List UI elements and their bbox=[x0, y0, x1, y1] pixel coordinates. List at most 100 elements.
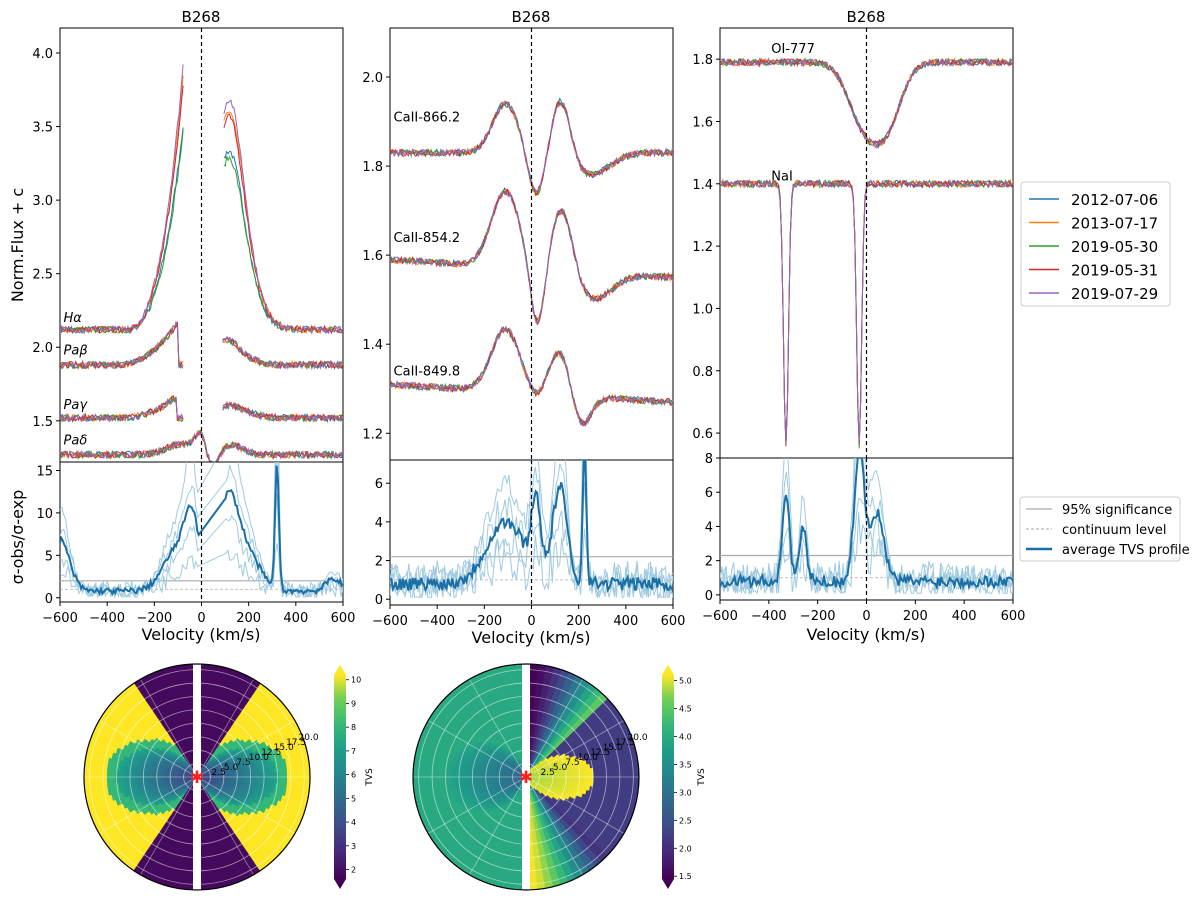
spectrum-line-H-2019-07-29 bbox=[60, 64, 184, 334]
spectrum-line-Pa-2019-07-29 bbox=[222, 336, 343, 371]
left-bottom-ytick-label: 0 bbox=[45, 592, 53, 607]
mid-bottom-ytick-label: 2 bbox=[375, 555, 383, 570]
right-bottom-ytick-label: 8 bbox=[705, 452, 713, 467]
left-top-ytick-label: 3.5 bbox=[32, 121, 53, 136]
left-bottom-xtick-label: 400 bbox=[283, 611, 308, 626]
right-bottom-xtick-label: 200 bbox=[903, 609, 928, 624]
polar-cell bbox=[145, 776, 150, 781]
left-bottom-tvs-series bbox=[60, 462, 343, 599]
line-label-CaII8542: CaII-854.2 bbox=[394, 231, 461, 246]
plot-layer: 1.52.02.53.03.54.0HαPaβPaγPaδ051015−600−… bbox=[32, 27, 1026, 629]
spectrum-line-CaII8498-2019-07-29 bbox=[390, 326, 673, 427]
left-bottom-ytick-label: 15 bbox=[36, 464, 53, 479]
polar-cell bbox=[137, 776, 141, 782]
line-label-H: Hα bbox=[64, 311, 83, 326]
legend-label-continuum: continuum level bbox=[1062, 523, 1166, 538]
polar-cell bbox=[244, 776, 249, 781]
mid-bottom-xtick-label: −600 bbox=[372, 614, 408, 629]
spectrum-line-Pa-2013-07-17 bbox=[222, 400, 343, 423]
line-label-Pa: Paγ bbox=[64, 398, 89, 413]
polar-cell bbox=[151, 773, 156, 778]
left-panel-title: B268 bbox=[182, 8, 221, 26]
left-bottom-ytick-label: 10 bbox=[36, 507, 53, 522]
left-bottom-ylabel: σ-obs/σ-exp bbox=[8, 490, 27, 585]
polar-cell bbox=[264, 771, 268, 778]
spectrum-line-CaII8542-2019-07-29 bbox=[390, 190, 673, 326]
date-legend: 2012-07-062013-07-172019-05-302019-05-31… bbox=[1020, 181, 1171, 307]
mid-bottom-xtick-label: 0 bbox=[527, 614, 535, 629]
left-xlabel: Velocity (km/s) bbox=[142, 625, 261, 644]
spectrum-line-OI777-2013-07-17 bbox=[720, 57, 1013, 148]
right-top-ytick-label: 1.0 bbox=[692, 302, 713, 317]
polar-cell bbox=[255, 772, 260, 778]
polar-cell bbox=[126, 771, 130, 778]
mid-bottom-xtick-label: 400 bbox=[613, 614, 638, 629]
legend-label-2013-07-17: 2013-07-17 bbox=[1071, 215, 1158, 233]
right-bottom-xtick-label: 0 bbox=[862, 609, 870, 624]
legend-label-2019-05-30: 2019-05-30 bbox=[1071, 238, 1158, 256]
polar-cell bbox=[267, 771, 271, 778]
polar-cell bbox=[253, 772, 257, 778]
right-top-ytick-label: 0.8 bbox=[692, 365, 713, 380]
line-label-NaI: NaI bbox=[771, 170, 793, 185]
right-bottom-xtick-label: 600 bbox=[1001, 609, 1026, 624]
right-top-ytick-label: 1.6 bbox=[692, 115, 713, 130]
polar-cell bbox=[255, 776, 260, 782]
right-xlabel: Velocity (km/s) bbox=[807, 625, 926, 644]
polar-cell bbox=[267, 776, 271, 783]
spectrum-line-Pa-2019-07-29 bbox=[60, 398, 184, 423]
spectrum-line-H-2013-07-17 bbox=[60, 75, 184, 334]
line-label-CaII8662: CaII-866.2 bbox=[394, 111, 461, 126]
spectrum-line-Pa-2019-07-29 bbox=[60, 320, 184, 369]
left-top-ytick-label: 3.0 bbox=[32, 194, 53, 209]
star-marker-icon: ✱ bbox=[190, 768, 204, 788]
spectrum-line-H-2013-07-17 bbox=[223, 111, 343, 335]
mid-bottom-ytick-label: 6 bbox=[375, 477, 383, 492]
mid-panel-title: B268 bbox=[512, 8, 551, 26]
left-top-series bbox=[60, 64, 343, 462]
polar-cell bbox=[137, 772, 141, 778]
polar-cell bbox=[233, 776, 237, 781]
right-top-ytick-label: 0.6 bbox=[692, 427, 713, 442]
line-label-CaII8498: CaII-849.8 bbox=[394, 364, 461, 379]
right-bottom-xtick-label: −200 bbox=[800, 609, 836, 624]
line-label-Pa: Paβ bbox=[64, 344, 88, 359]
spectrum-line-OI777-2019-07-29 bbox=[720, 56, 1013, 150]
polar-cell bbox=[238, 773, 243, 778]
left-top-ytick-label: 1.5 bbox=[32, 415, 53, 430]
right-bottom-xtick-label: −600 bbox=[702, 609, 738, 624]
polar-cell bbox=[157, 773, 161, 778]
polar-1-map bbox=[84, 664, 310, 890]
mid-top-ytick-label: 1.2 bbox=[362, 427, 383, 442]
mid-bottom-xtick-label: 600 bbox=[661, 614, 686, 629]
left-bottom-ytick-label: 5 bbox=[45, 549, 53, 564]
polar-cell bbox=[253, 776, 257, 782]
left-top-ytick-label: 2.0 bbox=[32, 341, 53, 356]
polar-cell bbox=[145, 773, 150, 778]
legend-label-2019-05-31: 2019-05-31 bbox=[1071, 262, 1158, 280]
polar-cell bbox=[238, 776, 243, 781]
polar-radial-tick: 20.0 bbox=[299, 733, 319, 743]
mid-xlabel: Velocity (km/s) bbox=[472, 628, 591, 647]
polar-cell bbox=[244, 773, 249, 778]
polar-cell bbox=[151, 776, 156, 781]
right-top-ytick-label: 1.8 bbox=[692, 53, 713, 68]
right-bottom-ytick-label: 2 bbox=[705, 555, 713, 570]
left-bottom-xtick-label: −400 bbox=[89, 611, 125, 626]
left-top-ytick-label: 4.0 bbox=[32, 47, 53, 62]
mid-bottom-xtick-label: 200 bbox=[566, 614, 591, 629]
polar-cell bbox=[241, 776, 246, 781]
left-bottom-xtick-label: 0 bbox=[197, 611, 205, 626]
mid-top-ytick-label: 1.6 bbox=[362, 249, 383, 264]
polar-layer: 2.55.07.510.012.515.017.520.0✱ 2.55.07.51… bbox=[83, 663, 648, 891]
spectrum-line-Pa-2019-07-29 bbox=[222, 401, 343, 423]
right-panel-title: B268 bbox=[847, 8, 886, 26]
spectrum-line-H-2019-05-31 bbox=[223, 113, 343, 335]
left-bottom-xtick-label: 600 bbox=[331, 611, 356, 626]
legend-label-2019-07-29: 2019-07-29 bbox=[1071, 285, 1158, 303]
left-bottom-xtick-label: −200 bbox=[136, 611, 172, 626]
line-label-OI777: OI-777 bbox=[771, 42, 815, 57]
spectrum-line-Pa-2019-05-30 bbox=[60, 325, 184, 370]
mid-top-ytick-label: 2.0 bbox=[362, 71, 383, 86]
